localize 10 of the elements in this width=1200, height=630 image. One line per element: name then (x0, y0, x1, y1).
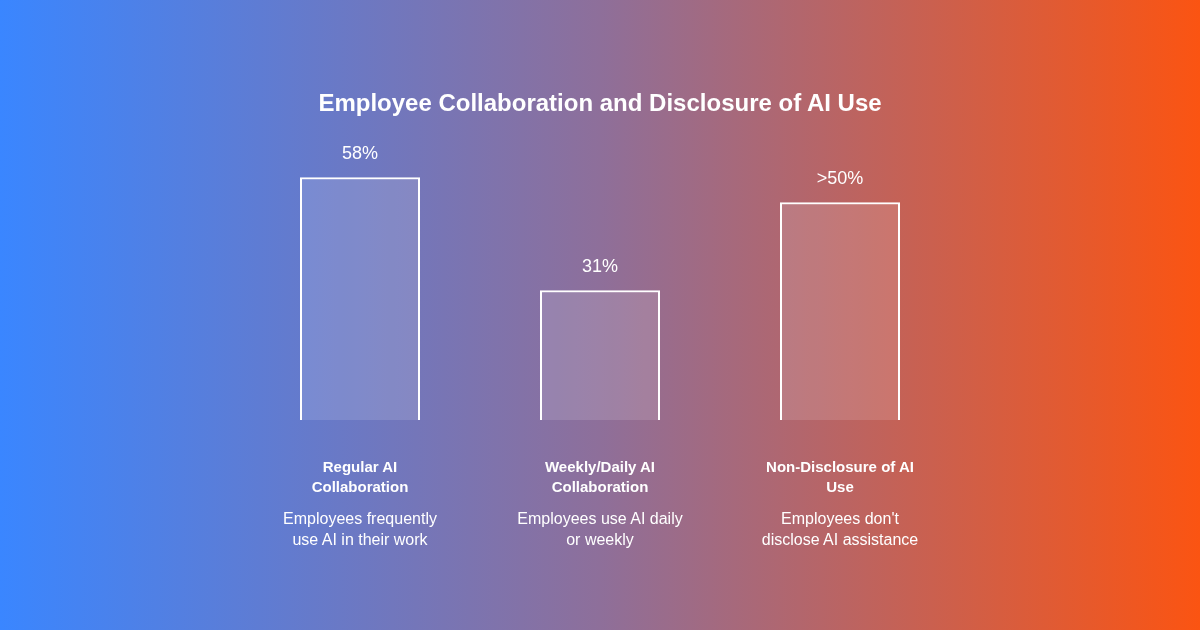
data-label: 31% (581, 256, 619, 277)
x-tick-label: Weekly/Daily AI Collaboration (544, 457, 656, 495)
data-label: >50% (816, 168, 864, 189)
x-tick-label: Regular AI Collaboration (311, 457, 409, 495)
chart-title: Employee Collaboration and Disclosure of AI Use (318, 89, 882, 117)
text: Employees frequently use AI in their work (283, 510, 437, 549)
text: Employees use AI daily or weekly (517, 510, 683, 549)
data-label: 58% (341, 143, 379, 164)
text: Employees don't disclose AI assistance (761, 510, 919, 549)
x-tick-label: Non-Disclosure of AI Use (766, 457, 914, 495)
